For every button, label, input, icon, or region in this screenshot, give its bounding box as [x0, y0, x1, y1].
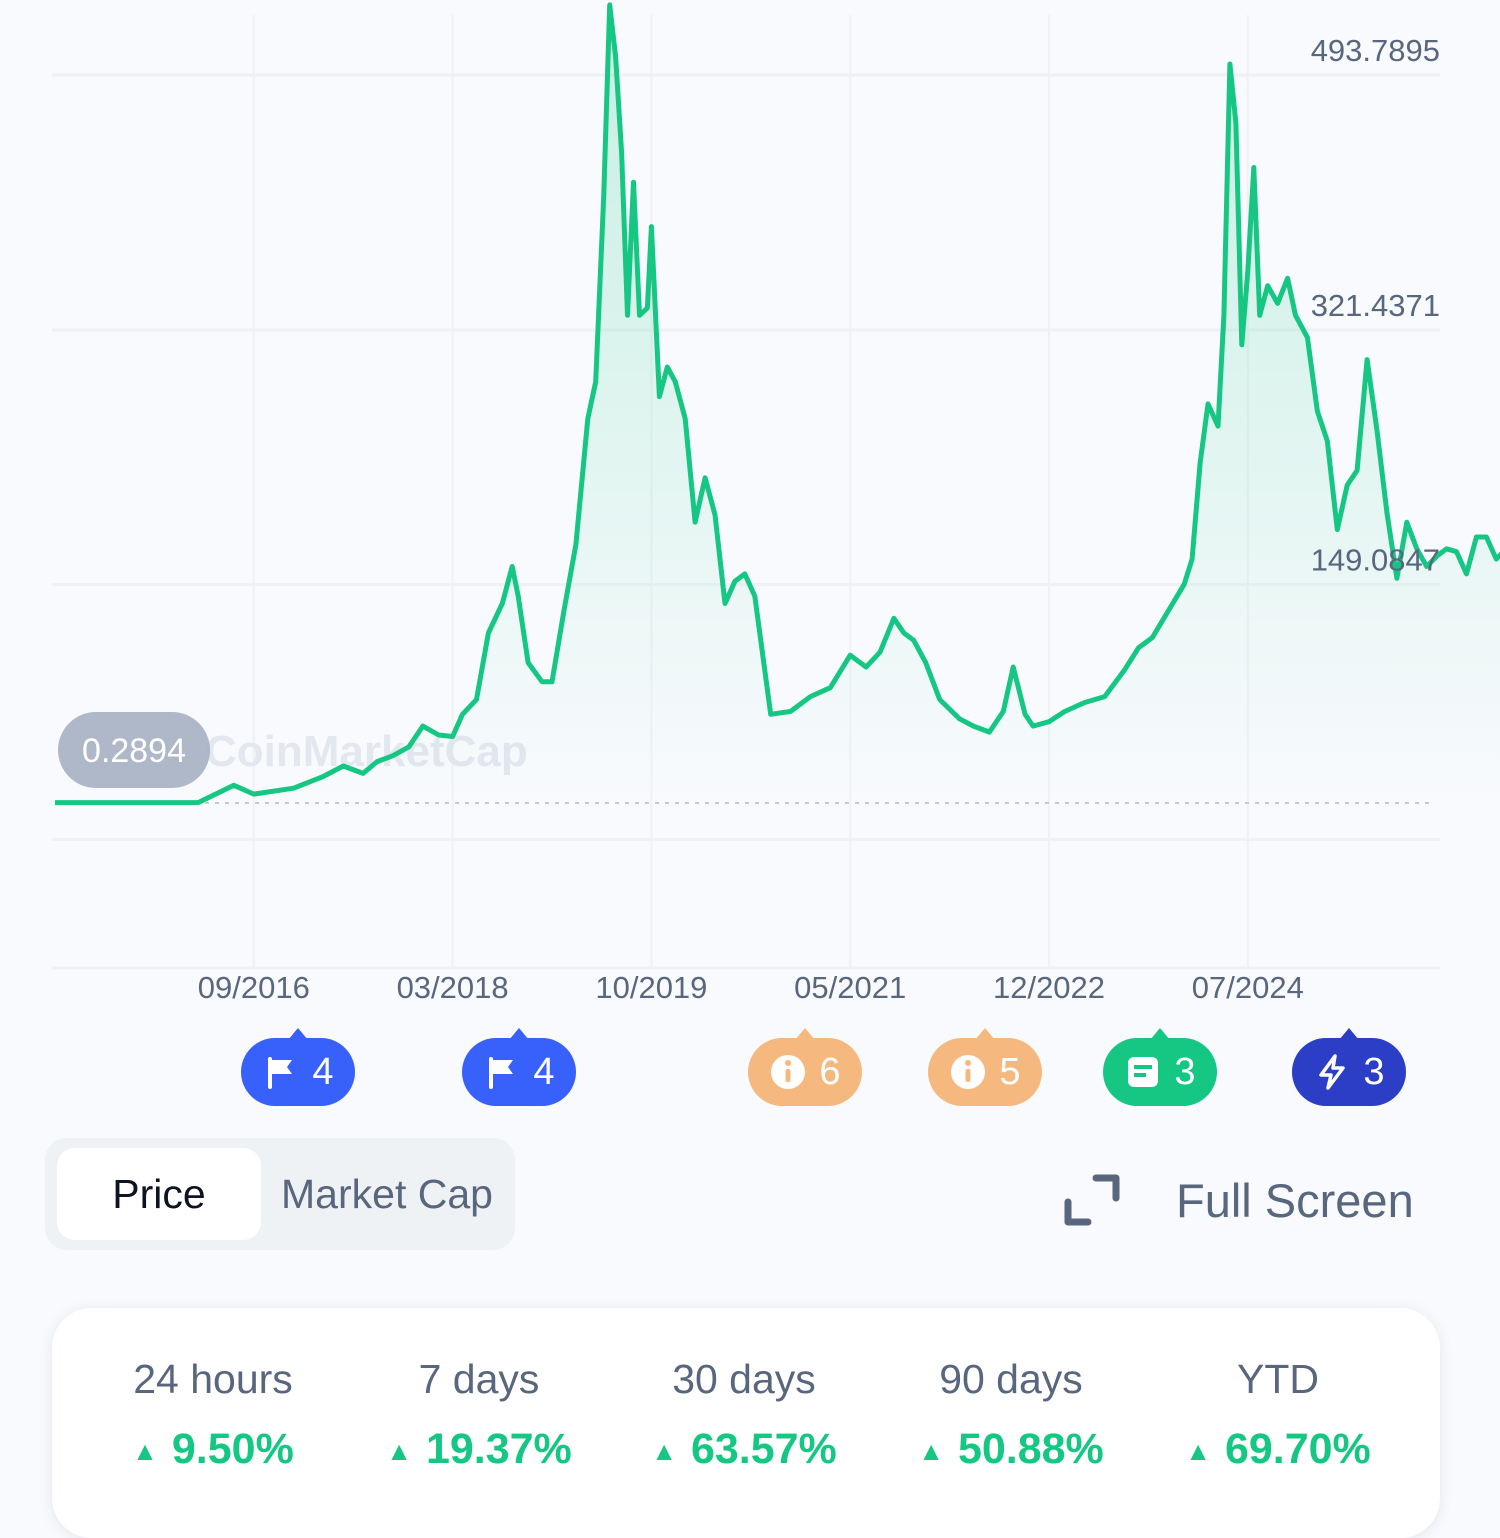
stat-percent: 63.57% — [690, 1425, 837, 1473]
stat-item: 90 days ▲ 50.88% — [881, 1356, 1141, 1474]
stat-value: ▲ 63.57% — [614, 1425, 874, 1474]
stat-label: 24 hours — [133, 1356, 293, 1402]
market-cap-tab[interactable]: Market Cap — [281, 1170, 493, 1217]
x-axis-label: 10/2019 — [595, 970, 707, 1005]
event-badges: 4 4 6 5 3 3 — [0, 1028, 1500, 1110]
x-axis-label: 03/2018 — [397, 970, 509, 1005]
stat-item: 7 days ▲ 19.37% — [349, 1356, 609, 1474]
y-axis-label: 149.0847 — [1311, 543, 1440, 578]
x-axis-label: 05/2021 — [794, 970, 906, 1005]
up-arrow-icon: ▲ — [132, 1436, 158, 1467]
stat-item: 30 days ▲ 63.57% — [614, 1356, 874, 1474]
flag-icon — [268, 1057, 293, 1089]
stat-value: ▲ 69.70% — [1148, 1425, 1408, 1474]
start-value-label: 0.2894 — [82, 732, 186, 770]
stat-label: 30 days — [672, 1356, 816, 1402]
bolt-icon — [1319, 1054, 1346, 1090]
chart-type-toggle: Price Market Cap — [45, 1138, 515, 1250]
stat-percent: 19.37% — [425, 1425, 572, 1473]
stat-percent: 9.50% — [171, 1425, 294, 1473]
stat-label: 90 days — [939, 1356, 1083, 1402]
start-value-pill: 0.2894 — [58, 712, 210, 788]
up-arrow-icon: ▲ — [1185, 1436, 1211, 1467]
event-badge-count: 6 — [819, 1050, 841, 1093]
news-icon — [1128, 1057, 1159, 1087]
stat-percent: 50.88% — [957, 1425, 1104, 1473]
price-chart[interactable]: CoinMarketCap 0.2894 493.7895321.4371149… — [0, 0, 1500, 1010]
x-axis-label: 07/2024 — [1192, 970, 1304, 1005]
stat-item: YTD ▲ 69.70% — [1148, 1356, 1408, 1474]
x-axis-label: 12/2022 — [993, 970, 1105, 1005]
price-tab[interactable]: Price — [57, 1148, 261, 1240]
y-axis-label: 493.7895 — [1311, 33, 1440, 68]
event-badge-count: 3 — [1363, 1050, 1385, 1093]
stat-value: ▲ 19.37% — [349, 1425, 609, 1474]
x-axis-label: 09/2016 — [198, 970, 310, 1005]
price-area-fill — [55, 4, 1500, 803]
stat-label: YTD — [1237, 1356, 1319, 1402]
info-icon — [771, 1055, 806, 1089]
event-badge[interactable]: 3 — [1103, 1028, 1217, 1106]
flag-icon — [489, 1057, 514, 1089]
up-arrow-icon: ▲ — [651, 1436, 677, 1467]
price-line — [55, 2, 1500, 806]
performance-stats-card: 24 hours ▲ 9.50% 7 days ▲ 19.37% 30 days ▲ 63.57… — [52, 1308, 1440, 1538]
event-badge[interactable]: 3 — [1292, 1028, 1406, 1106]
stat-item: 24 hours ▲ 9.50% — [83, 1356, 343, 1474]
stat-percent: 69.70% — [1224, 1425, 1371, 1473]
stat-value: ▲ 9.50% — [83, 1425, 343, 1474]
event-badge[interactable]: 4 — [462, 1028, 576, 1106]
vertical-gridlines — [252, 15, 1249, 968]
up-arrow-icon: ▲ — [386, 1436, 412, 1467]
y-axis-label: 321.4371 — [1311, 288, 1440, 323]
stat-label: 7 days — [418, 1356, 540, 1402]
event-badge-count: 3 — [1174, 1050, 1196, 1093]
event-badge[interactable]: 6 — [748, 1028, 862, 1106]
expand-icon — [1064, 1174, 1120, 1226]
info-icon — [951, 1055, 986, 1089]
event-badge[interactable]: 4 — [241, 1028, 355, 1106]
event-badge-count: 4 — [312, 1050, 334, 1093]
event-badge[interactable]: 5 — [928, 1028, 1042, 1106]
event-badge-count: 4 — [533, 1050, 555, 1093]
full-screen-button[interactable]: Full Screen — [1060, 1160, 1440, 1240]
event-badge-count: 5 — [999, 1050, 1021, 1093]
full-screen-label: Full Screen — [1176, 1173, 1414, 1227]
up-arrow-icon: ▲ — [918, 1436, 944, 1467]
stat-value: ▲ 50.88% — [881, 1425, 1141, 1474]
